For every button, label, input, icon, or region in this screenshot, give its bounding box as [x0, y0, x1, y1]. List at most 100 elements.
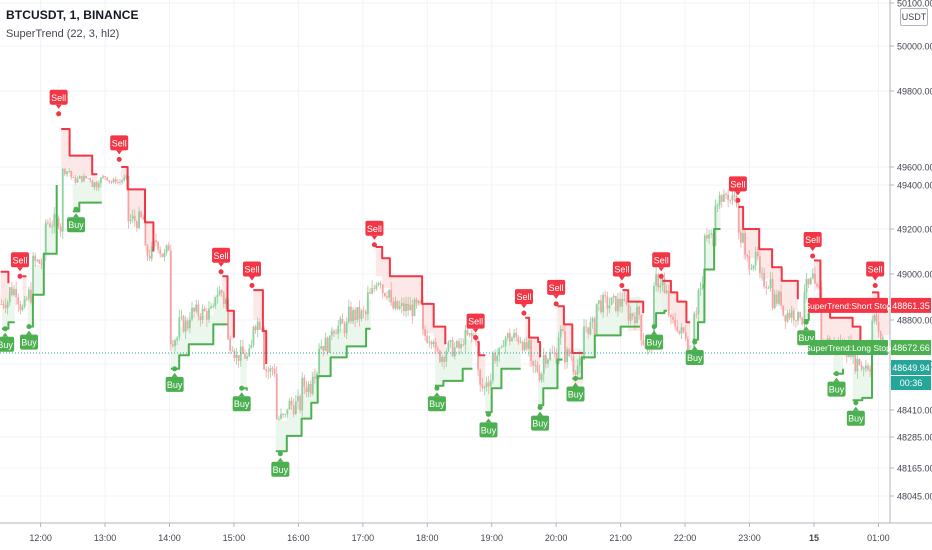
candle-body [72, 177, 75, 178]
candle-body [761, 272, 763, 274]
candle-body [445, 351, 448, 362]
candle-body [155, 240, 157, 242]
y-tick-label: 49600.00 [897, 163, 932, 173]
long-stop-line [572, 325, 640, 380]
long-stop-fill [27, 173, 57, 327]
signal-box [271, 461, 290, 477]
candle-body [358, 307, 361, 319]
candle-body [197, 304, 200, 317]
candle-body [286, 409, 289, 415]
buy-signal[interactable]: Buy [566, 376, 585, 402]
candle-body [434, 342, 437, 349]
candle-body [66, 171, 68, 175]
sell-signal[interactable]: Sell [10, 252, 29, 279]
buy-signal[interactable]: Buy [645, 324, 664, 350]
buy-signal[interactable]: Buy [271, 451, 290, 477]
candle-body [703, 235, 706, 285]
candle-body [248, 348, 251, 357]
candle-body [867, 365, 869, 370]
sell-signal[interactable]: Sell [242, 261, 261, 289]
signal-dot [218, 269, 224, 275]
buy-signal[interactable]: Buy [20, 324, 39, 350]
sell-signal[interactable]: Sell [547, 279, 566, 307]
sell-signal[interactable]: Sell [110, 135, 129, 162]
candle-body [167, 245, 170, 251]
stop-name-box [808, 340, 888, 356]
signal-box [827, 381, 846, 397]
candle-body [502, 346, 505, 347]
candle-body [534, 365, 537, 367]
indicator-title[interactable]: SuperTrend (22, 3, hl2) [6, 28, 120, 40]
candle-body [97, 183, 100, 188]
signal-dot [277, 451, 283, 457]
candle-body [133, 215, 136, 222]
buy-signal[interactable]: Buy [427, 385, 446, 412]
candle-body [13, 288, 15, 295]
signal-labels[interactable]: Sell Sell Sell Sell Sell Sell Sell Sell Sell Sell… [0, 89, 885, 477]
candle-body [40, 263, 43, 265]
candle-body [653, 285, 655, 347]
sell-signal[interactable]: Sell [514, 289, 533, 316]
sell-signal[interactable]: Sell [866, 261, 885, 289]
candle-body [606, 296, 609, 309]
candle-body [322, 346, 325, 351]
candle-body [610, 297, 613, 306]
candle-body [593, 318, 596, 335]
sell-signal[interactable]: Sell [49, 89, 68, 117]
signal-box [212, 247, 231, 263]
buy-signal[interactable]: Buy [232, 385, 251, 412]
candle-body [19, 304, 22, 310]
candle-body [663, 278, 666, 293]
candle-body [292, 405, 295, 415]
sell-signal[interactable]: Sell [466, 313, 485, 341]
signal-pointer [55, 104, 62, 109]
candle-body [612, 295, 615, 298]
candle-body [638, 306, 641, 315]
sell-signal[interactable]: Sell [365, 220, 384, 248]
buy-signal[interactable]: Buy [531, 405, 550, 431]
sell-signal[interactable]: Sell [212, 247, 231, 275]
candle-body [53, 214, 56, 227]
candle-body [381, 284, 384, 294]
long-stop-line [538, 358, 563, 407]
candle-body [820, 287, 823, 347]
buy-signal[interactable]: Buy [165, 366, 184, 392]
signal-box [0, 336, 15, 352]
buy-signal[interactable]: Buy [685, 339, 704, 366]
candle-body [479, 369, 482, 385]
currency-unit-badge[interactable]: USDT [900, 8, 928, 26]
symbol-title[interactable]: BTCUSDT, 1, BINANCE [6, 8, 139, 22]
candle-body [572, 356, 575, 373]
sell-signal[interactable]: Sell [803, 232, 822, 259]
sell-signal[interactable]: Sell [652, 252, 671, 279]
candle-body [542, 354, 545, 375]
candle-body [36, 259, 39, 261]
candle-body [877, 321, 880, 332]
candle-body [388, 289, 390, 298]
signal-box [728, 176, 747, 192]
buy-signal[interactable]: Buy [846, 400, 865, 426]
candle-body [864, 365, 867, 369]
signal-pointer [73, 213, 80, 218]
candle-body [460, 343, 463, 349]
sell-signal[interactable]: Sell [612, 261, 631, 289]
buy-signal[interactable]: Buy [0, 326, 15, 352]
candle-body [193, 307, 196, 312]
candle-body [379, 283, 382, 285]
candle-body [366, 292, 369, 315]
candle-body [816, 283, 819, 287]
candle-body [182, 316, 185, 332]
candle-body [655, 274, 657, 286]
candle-body [34, 255, 37, 261]
candle-body [225, 299, 227, 304]
candle-body [869, 369, 871, 372]
buy-signal[interactable]: Buy [827, 371, 846, 397]
stop-name-text: SuperTrend:Short Stop [804, 301, 891, 311]
candle-body [341, 318, 344, 324]
signal-pointer [872, 276, 879, 281]
sell-signal[interactable]: Sell [728, 176, 747, 203]
buy-signal[interactable]: Buy [67, 206, 86, 233]
y-tick-label: 48045.00 [897, 492, 932, 502]
buy-signal[interactable]: Buy [479, 411, 498, 438]
